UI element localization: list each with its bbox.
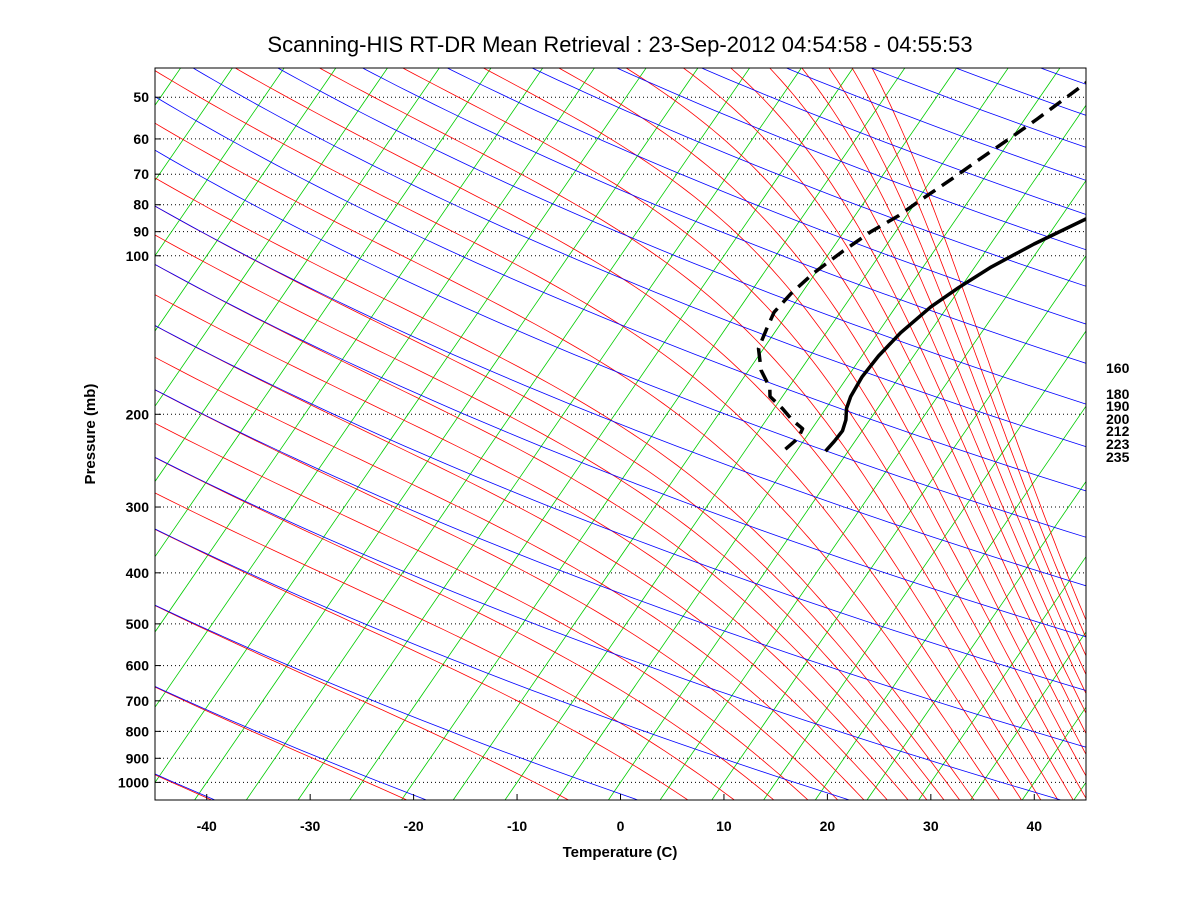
x-tick-label-0: -40 bbox=[197, 818, 217, 834]
chart-title: Scanning-HIS RT-DR Mean Retrieval : 23-S… bbox=[267, 32, 972, 57]
y-tick-label-6: 200 bbox=[126, 406, 150, 422]
y-tick-label-9: 500 bbox=[126, 616, 150, 632]
x-tick-label-7: 30 bbox=[923, 818, 939, 834]
y-axis-label: Pressure (mb) bbox=[82, 384, 99, 485]
y-tick-label-1: 60 bbox=[133, 131, 149, 147]
y-tick-label-3: 80 bbox=[133, 197, 149, 213]
x-tick-label-8: 40 bbox=[1026, 818, 1042, 834]
right-label-160: 160 bbox=[1106, 360, 1130, 376]
y-tick-label-5: 100 bbox=[126, 248, 150, 264]
y-tick-label-11: 700 bbox=[126, 693, 150, 709]
y-tick-label-10: 600 bbox=[126, 658, 150, 674]
y-tick-label-4: 90 bbox=[133, 224, 149, 240]
y-tick-label-12: 800 bbox=[126, 723, 150, 739]
y-tick-label-7: 300 bbox=[126, 499, 150, 515]
y-tick-label-13: 900 bbox=[126, 750, 150, 766]
y-tick-label-14: 1000 bbox=[118, 774, 149, 790]
x-tick-label-4: 0 bbox=[617, 818, 625, 834]
x-axis-label: Temperature (C) bbox=[563, 844, 678, 861]
right-label-235: 235 bbox=[1106, 449, 1130, 465]
y-tick-label-8: 400 bbox=[126, 565, 150, 581]
x-tick-label-6: 20 bbox=[820, 818, 836, 834]
x-tick-label-3: -10 bbox=[507, 818, 527, 834]
x-tick-label-2: -20 bbox=[403, 818, 423, 834]
y-tick-label-0: 50 bbox=[133, 89, 149, 105]
y-tick-label-2: 70 bbox=[133, 166, 149, 182]
x-tick-label-1: -30 bbox=[300, 818, 320, 834]
x-tick-label-5: 10 bbox=[716, 818, 732, 834]
